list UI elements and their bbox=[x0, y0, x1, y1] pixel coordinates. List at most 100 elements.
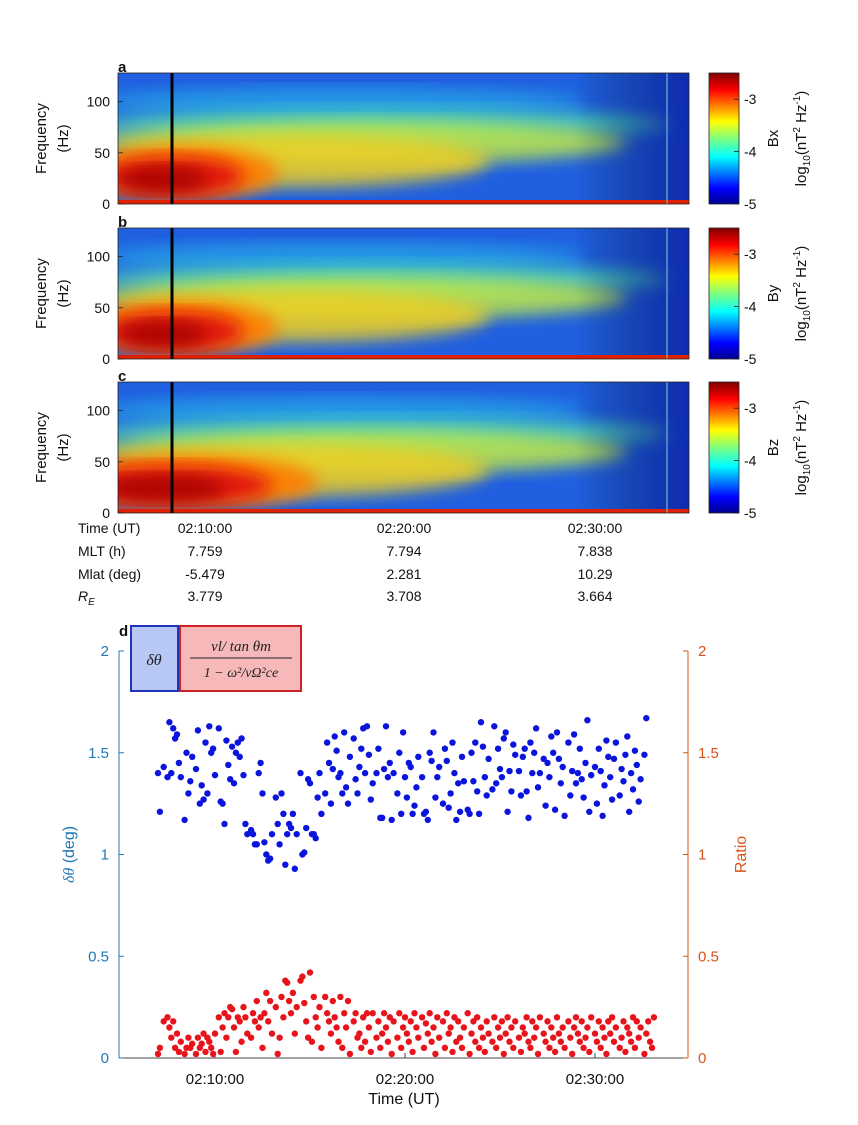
delta-theta-point bbox=[622, 751, 629, 758]
ratio-point bbox=[485, 1030, 492, 1037]
ratio-point bbox=[377, 1044, 384, 1052]
formula-numerator: vl/ tan θm bbox=[211, 639, 271, 655]
y-tick-label: 100 bbox=[87, 94, 111, 110]
x-tick-label: 02:10:00 bbox=[186, 1071, 244, 1088]
delta-theta-point bbox=[301, 849, 308, 856]
ratio-point bbox=[230, 1024, 238, 1031]
delta-theta-point bbox=[626, 808, 633, 815]
delta-theta-point bbox=[540, 755, 547, 763]
y-tick-label: 0 bbox=[102, 505, 110, 521]
spectrogram-bx: 0 50 100 Frequency (Hz) a -3 -4 -5 Bx log10(nT2 Hz… bbox=[33, 59, 813, 212]
ratio-point bbox=[494, 1024, 502, 1031]
delta-theta-point bbox=[557, 780, 564, 787]
delta-theta-point bbox=[200, 796, 207, 803]
ratio-point bbox=[472, 1038, 479, 1045]
delta-theta-point bbox=[244, 830, 251, 838]
scatter-points bbox=[154, 714, 658, 1058]
delta-theta-point bbox=[160, 763, 167, 771]
delta-theta-point bbox=[447, 790, 454, 797]
delta-theta-point bbox=[616, 792, 623, 799]
panel-letter: b bbox=[118, 214, 127, 231]
delta-theta-point bbox=[510, 741, 517, 748]
left-y-tick-label: 2 bbox=[101, 643, 109, 660]
delta-theta-point bbox=[603, 737, 610, 744]
delta-theta-point bbox=[227, 776, 234, 783]
delta-theta-point bbox=[287, 824, 295, 832]
ratio-point bbox=[177, 1038, 184, 1045]
spectrogram-frame bbox=[117, 227, 690, 360]
table-cell: 3.779 bbox=[187, 588, 222, 604]
delta-theta-point bbox=[578, 776, 585, 783]
delta-theta-point bbox=[608, 796, 616, 803]
ratio-point bbox=[616, 1044, 623, 1052]
ratio-point bbox=[534, 1050, 542, 1058]
ratio-point bbox=[641, 1050, 648, 1058]
delta-theta-point bbox=[346, 753, 354, 761]
delta-theta-box bbox=[130, 625, 179, 692]
delta-theta-point bbox=[607, 773, 614, 781]
ratio-point bbox=[551, 1048, 559, 1056]
delta-theta-point bbox=[327, 800, 335, 807]
ratio-point bbox=[531, 1034, 538, 1041]
ratio-point bbox=[612, 1024, 620, 1031]
ratio-point bbox=[386, 1014, 393, 1021]
spectral-fade bbox=[118, 228, 689, 359]
delta-theta-point bbox=[293, 830, 300, 838]
ratio-point bbox=[325, 1018, 333, 1025]
ratio-point bbox=[502, 1030, 509, 1037]
ratio-point bbox=[512, 1018, 519, 1025]
ratio-point bbox=[373, 1034, 380, 1041]
ratio-point bbox=[407, 1018, 414, 1025]
ratio-point bbox=[194, 1034, 202, 1041]
y-tick-label: 100 bbox=[87, 249, 111, 265]
colorbar-tick-label: -5 bbox=[744, 351, 757, 367]
ratio-point bbox=[238, 1038, 245, 1045]
ratio-point bbox=[646, 1038, 654, 1045]
delta-theta-point bbox=[500, 735, 507, 742]
ratio-point bbox=[460, 1024, 468, 1031]
spectrogram-frame bbox=[117, 381, 690, 514]
ratio-point bbox=[618, 1034, 625, 1041]
ratio-point bbox=[498, 1018, 506, 1025]
spectrogram-image bbox=[118, 382, 689, 513]
y-tick-label: 0 bbox=[102, 196, 110, 212]
delta-theta-point bbox=[329, 765, 336, 773]
ratio-point bbox=[540, 1030, 547, 1037]
ratio-point bbox=[413, 1024, 420, 1031]
colorbar-component-label: By bbox=[765, 284, 782, 302]
ratio-point bbox=[607, 1030, 614, 1037]
delta-theta-point bbox=[436, 763, 443, 771]
delta-theta-point bbox=[570, 731, 578, 738]
delta-theta-point bbox=[276, 841, 283, 848]
delta-theta-point bbox=[481, 773, 488, 781]
delta-theta-point bbox=[551, 806, 559, 813]
delta-theta-point bbox=[474, 788, 481, 795]
ratio-point bbox=[175, 1048, 183, 1056]
delta-theta-point bbox=[574, 769, 582, 777]
delta-theta-point bbox=[314, 794, 321, 801]
delta-theta-point bbox=[415, 753, 422, 761]
ratio-point bbox=[265, 1018, 272, 1025]
ratio-point bbox=[627, 1038, 635, 1045]
delta-theta-point bbox=[546, 773, 553, 781]
right-y-tick-label: 0 bbox=[698, 1050, 706, 1067]
y-axis-label: Frequency (Hz) bbox=[33, 258, 72, 329]
delta-theta-point bbox=[458, 753, 466, 761]
delta-theta-point bbox=[641, 751, 648, 758]
y-axis-label: Frequency (Hz) bbox=[33, 412, 72, 483]
table-cell: 2.281 bbox=[386, 566, 421, 582]
ratio-point bbox=[274, 1050, 281, 1058]
ratio-point bbox=[272, 1003, 279, 1011]
delta-theta-point bbox=[236, 753, 243, 761]
colorbar-tick-label: -3 bbox=[744, 400, 757, 416]
ratio-point bbox=[633, 1018, 640, 1025]
delta-theta-point bbox=[597, 767, 604, 775]
delta-theta-point bbox=[323, 739, 331, 746]
ratio-point bbox=[314, 1024, 321, 1031]
delta-theta-point bbox=[601, 782, 608, 789]
ratio-point bbox=[418, 1014, 426, 1021]
ratio-point bbox=[289, 989, 297, 997]
ratio-point bbox=[208, 1044, 215, 1052]
colorbar-tick-label: -4 bbox=[744, 299, 757, 315]
ratio-point bbox=[542, 1038, 549, 1045]
